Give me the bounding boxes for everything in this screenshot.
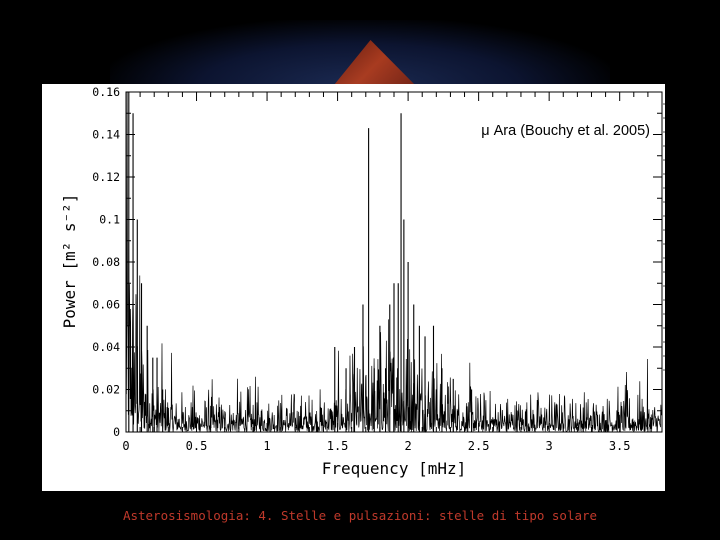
y-tick-label: 0.08	[92, 255, 120, 269]
y-axis-ticks: 0 0.02 0.04 0.06 0.08 0.1 0.12 0.14 0.16	[92, 85, 662, 439]
x-tick-label: 3.5	[609, 439, 631, 453]
spectrum-peaks	[128, 92, 665, 432]
chart-title: μ Ara (Bouchy et al. 2005)	[481, 123, 650, 139]
x-tick-label: 0	[122, 439, 129, 453]
x-tick-label: 3	[546, 439, 553, 453]
y-tick-label: 0.02	[92, 383, 120, 397]
y-tick-label: 0	[113, 425, 120, 439]
x-tick-label: 2.5	[468, 439, 490, 453]
x-tick-label: 2	[404, 439, 411, 453]
y-tick-label: 0.16	[92, 85, 120, 99]
y-tick-label: 0.12	[92, 170, 120, 184]
y-tick-label: 0.14	[92, 128, 120, 142]
y-tick-label: 0.04	[92, 340, 120, 354]
power-spectrum-chart: 0 0.02 0.04 0.06 0.08 0.1 0.12 0.14 0.16 0 0.5 1 1.…	[60, 85, 665, 478]
x-tick-label: 1	[263, 439, 270, 453]
x-tick-label: 1.5	[327, 439, 349, 453]
x-axis-ticks: 0 0.5 1 1.5 2 2.5 3 3.5	[122, 92, 649, 453]
x-axis-label: Frequency [mHz]	[322, 459, 467, 478]
x-tick-label: 0.5	[186, 439, 208, 453]
y-tick-label: 0.06	[92, 298, 120, 312]
y-axis-label: Power [m² s⁻²]	[60, 194, 79, 329]
power-spectrum-figure: 0 0.02 0.04 0.06 0.08 0.1 0.12 0.14 0.16 0 0.5 1 1.…	[42, 84, 665, 491]
slide-footer: Asterosismologia: 4. Stelle e pulsazioni…	[122, 508, 598, 523]
y-tick-label: 0.1	[99, 213, 120, 227]
